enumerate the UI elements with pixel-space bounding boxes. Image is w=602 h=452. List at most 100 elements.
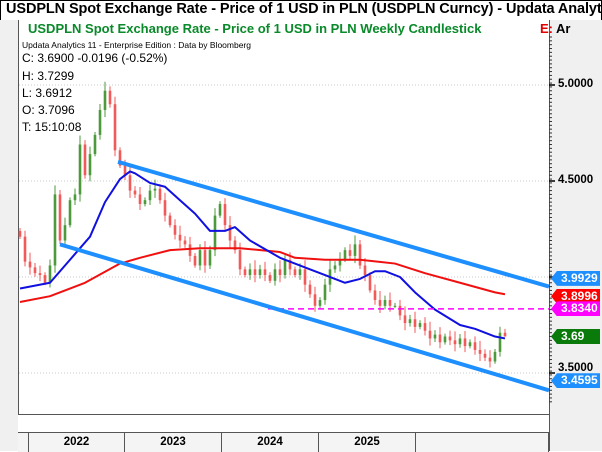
candle-body (268, 275, 272, 281)
moving-average-fast (19, 170, 506, 340)
candle-body (238, 250, 242, 270)
candle-body (33, 267, 37, 274)
candle-body (93, 134, 97, 155)
x-label-2024: 2024 (222, 432, 319, 452)
y-tick-4-5: 4.5000 (558, 174, 594, 186)
candle-body (313, 294, 317, 306)
channel-upper-line (117, 159, 549, 289)
candle-body (318, 300, 322, 306)
candle-body (53, 194, 57, 266)
candle-body (28, 261, 32, 268)
candle-body (278, 269, 282, 276)
candle-body (248, 269, 252, 276)
x-label-2025: 2025 (319, 432, 416, 452)
candle-body (143, 200, 147, 205)
candle-body (118, 150, 122, 166)
candle-body (83, 144, 87, 176)
ohlc-close: C: 3.6900 -0.0196 (-0.52%) (22, 51, 168, 65)
candle-body (273, 269, 277, 281)
candle-body (183, 240, 187, 245)
left-gutter (0, 20, 19, 451)
candle-body (203, 250, 207, 266)
candle-body (103, 90, 107, 110)
candle-body (213, 215, 217, 251)
candle-body (483, 353, 487, 358)
candle-body (148, 190, 152, 201)
candle-body (473, 342, 477, 350)
candle-body (138, 194, 142, 205)
candle-body (48, 265, 52, 283)
x-axis-cell (416, 432, 549, 452)
candle-body (78, 144, 82, 195)
candle-body (453, 340, 457, 345)
candle-body (368, 275, 372, 291)
candle-body (503, 332, 507, 337)
candle-body (363, 265, 367, 276)
candle-body (43, 275, 47, 283)
candle-body (398, 305, 402, 316)
moving-average-slow (19, 247, 506, 303)
ohlc-low: L: 3.6912 (22, 86, 73, 100)
candle-body (468, 342, 472, 347)
candle-body (73, 194, 77, 201)
candle-body (58, 194, 62, 241)
candle-body (233, 240, 237, 251)
candle-body (113, 104, 117, 151)
x-axis-cell (18, 432, 29, 452)
candle-body (338, 259, 342, 266)
candle-body (428, 330, 432, 339)
candle-body (373, 290, 377, 301)
candle-body (498, 332, 502, 352)
candle-body (263, 269, 267, 276)
candle-body (308, 284, 312, 295)
candle-body (443, 336, 447, 343)
candle-body (358, 244, 362, 266)
subtitle-suffix: E: (540, 21, 553, 36)
candle-body (173, 225, 177, 235)
candle-body (303, 269, 307, 285)
ohlc-time: T: 15:10:08 (22, 120, 82, 134)
price-tag-3-9929: 3.9929 (551, 270, 600, 286)
candle-body (403, 315, 407, 324)
candle-body (23, 236, 27, 262)
candle-body (153, 188, 157, 191)
candle-body (348, 250, 352, 256)
candle-body (448, 336, 452, 341)
candle-body (283, 259, 287, 276)
channel-lower-line (59, 242, 549, 393)
candle-body (438, 334, 442, 343)
y-tick-3-5: 3.5000 (558, 362, 594, 374)
price-tag-3-4595: 3.4595 (551, 373, 600, 389)
candle-body (188, 244, 192, 256)
candle-body (158, 188, 162, 201)
candle-body (343, 250, 347, 260)
x-label-2022: 2022 (29, 432, 125, 452)
candle-body (223, 204, 227, 226)
candle-body (253, 269, 257, 276)
candle-body (393, 305, 397, 307)
price-tag-3-69: 3.69 (551, 329, 600, 345)
candle-body (108, 90, 112, 105)
candle-body (383, 300, 387, 306)
candle-body (18, 230, 22, 237)
candle-body (333, 265, 337, 270)
candle-body (243, 269, 247, 276)
candle-body (218, 204, 222, 216)
candle-body (128, 175, 132, 191)
candle-body (323, 284, 327, 301)
candle-body (123, 165, 127, 176)
candle-body (298, 269, 302, 276)
price-tag-3-8996: 3.8996 (551, 288, 600, 304)
candle-body (228, 225, 232, 241)
candle-body (98, 109, 102, 135)
candle-body (388, 300, 392, 306)
candle-body (433, 334, 437, 339)
candle-body (163, 200, 167, 216)
candle-body (193, 255, 197, 266)
candle-body (68, 200, 72, 226)
candle-body (178, 234, 182, 241)
candle-body (293, 269, 297, 276)
price-tag-3-8340: 3.8340 (551, 301, 600, 317)
candle-body (413, 319, 417, 327)
